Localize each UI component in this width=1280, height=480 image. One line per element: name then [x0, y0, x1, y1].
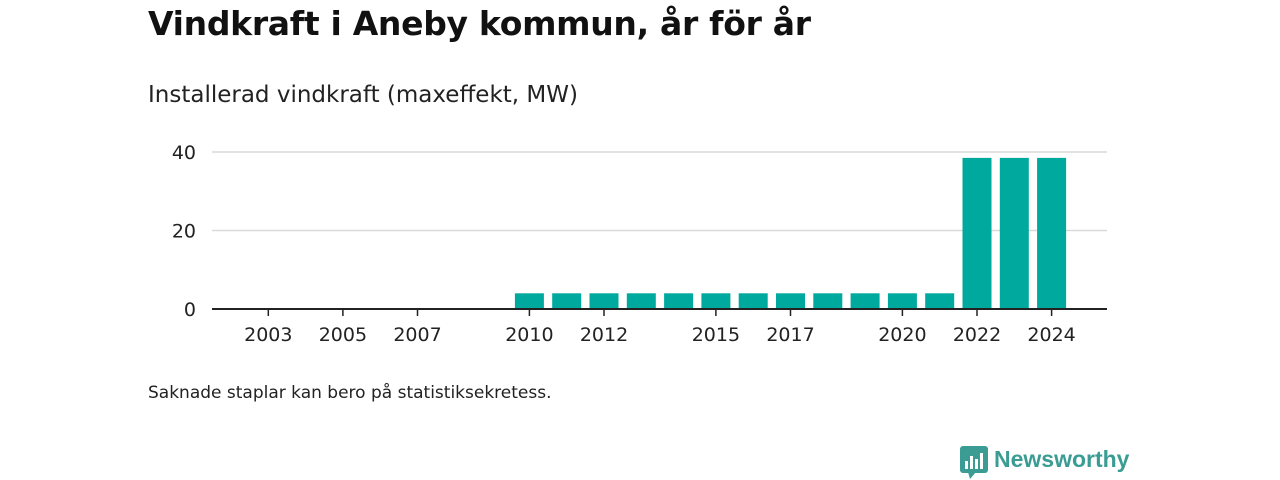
- bar-2014: [664, 293, 694, 309]
- x-tick-label: 2012: [580, 324, 628, 346]
- brand-name: Newsworthy: [994, 446, 1130, 472]
- bar-2021: [925, 293, 955, 309]
- grid-lines: [212, 151, 1107, 232]
- y-tick-label: 0: [184, 299, 196, 321]
- y-tick-label: 40: [172, 142, 196, 164]
- x-tick-label: 2015: [692, 324, 740, 346]
- x-tick-label: 2010: [505, 324, 553, 346]
- chart-subtitle: Installerad vindkraft (maxeffekt, MW): [148, 82, 578, 108]
- bar-2010: [514, 293, 544, 309]
- x-tick-label: 2020: [878, 324, 926, 346]
- bar-2019: [850, 293, 880, 309]
- y-tick-label: 20: [172, 221, 196, 243]
- x-tick-label: 2024: [1027, 324, 1075, 346]
- bar-2024: [1037, 157, 1067, 309]
- chart-title: Vindkraft i Aneby kommun, år för år: [148, 4, 811, 43]
- bar-2016: [738, 293, 768, 309]
- bar-2011: [552, 293, 582, 309]
- bar-2013: [626, 293, 656, 309]
- bar-2023: [999, 157, 1029, 309]
- newsworthy-logo-icon: [960, 446, 988, 479]
- bar-2018: [813, 293, 843, 309]
- bar-2017: [776, 293, 805, 309]
- bar-2015: [701, 293, 731, 309]
- bar-2020: [887, 293, 917, 309]
- x-tick-label: 2003: [244, 324, 292, 346]
- bars: [514, 157, 1067, 309]
- bar-chart: 0 20 40 2003 2005 2007 2010 2012 2015 2017 2020 202…: [172, 142, 1107, 346]
- axes: 0 20 40 2003 2005 2007 2010 2012 2015 2017 2020 202…: [172, 142, 1107, 346]
- bar-2022: [962, 157, 992, 309]
- bar-2012: [589, 293, 619, 309]
- x-tick-label: 2005: [319, 324, 367, 346]
- x-tick-label: 2022: [953, 324, 1001, 346]
- footnote: Saknade staplar kan bero på statistiksek…: [148, 383, 552, 403]
- x-tick-label: 2007: [393, 324, 441, 346]
- newsworthy-brand[interactable]: Newsworthy: [960, 446, 1129, 480]
- x-tick-label: 2017: [766, 324, 814, 346]
